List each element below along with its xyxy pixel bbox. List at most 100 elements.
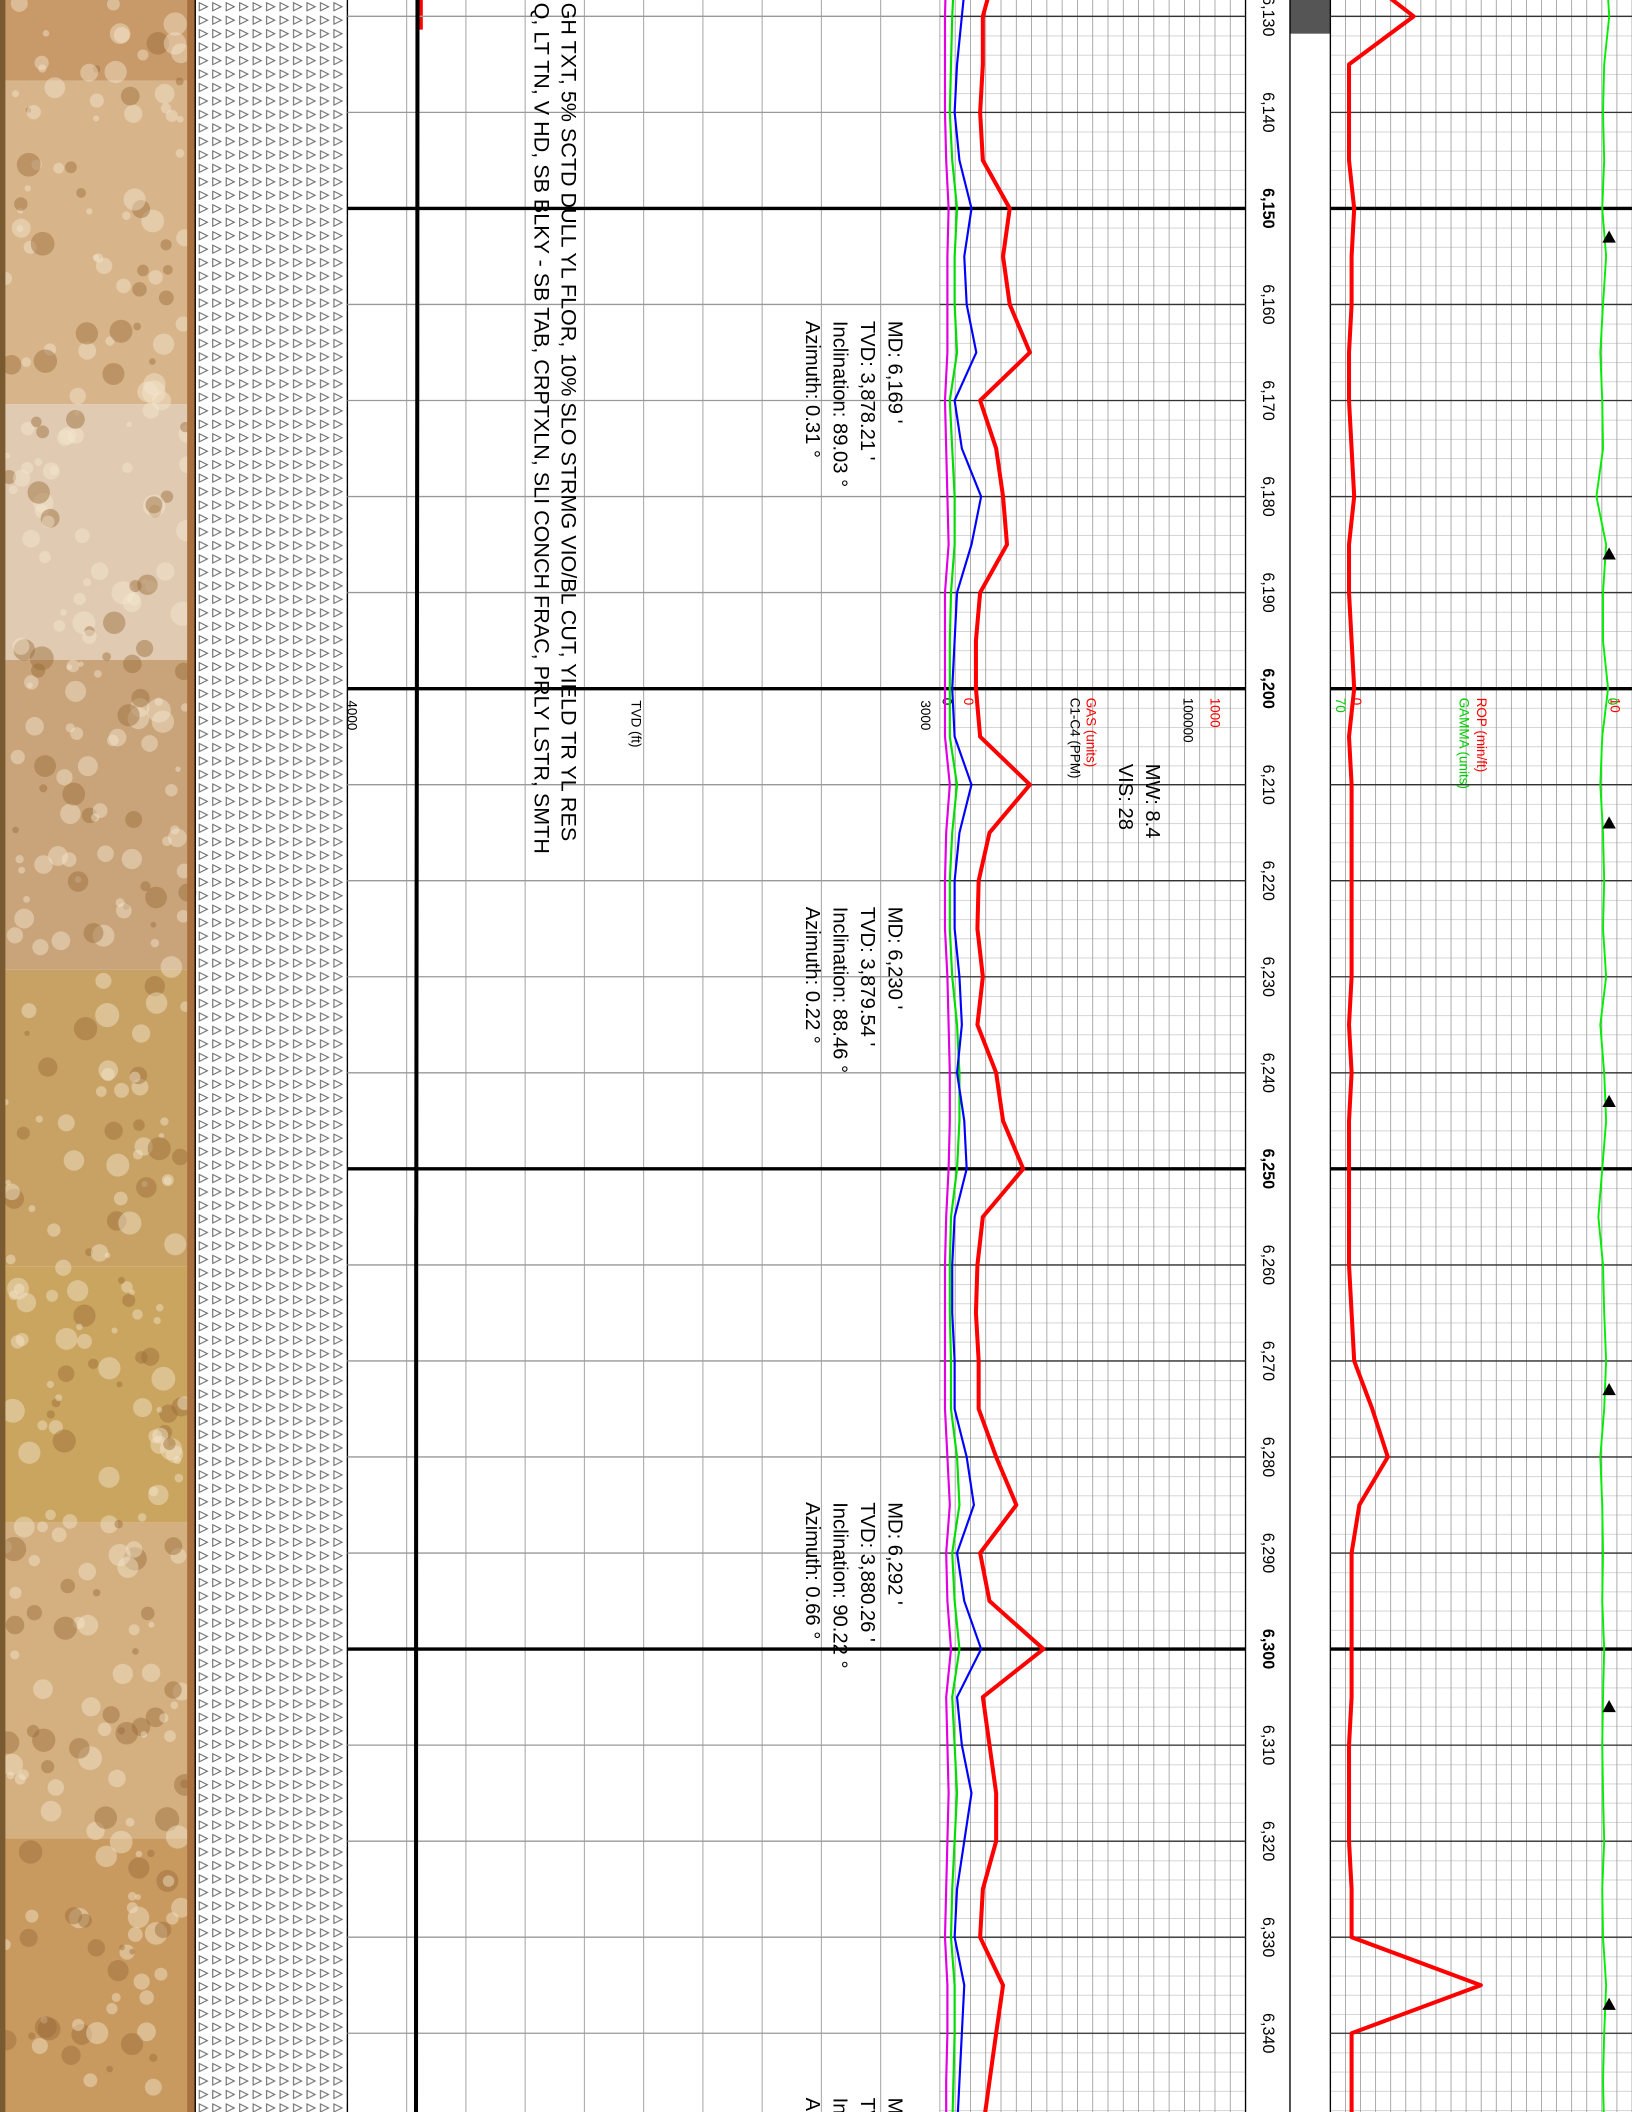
core-grain [129, 1289, 135, 1296]
core-grain [66, 664, 73, 671]
core-grain [97, 1722, 112, 1737]
core-grain [44, 77, 66, 99]
x-tick-label: 70 [1333, 698, 1348, 713]
core-grain [6, 1771, 15, 1780]
core-grain [126, 592, 141, 606]
core-grain [123, 654, 142, 674]
core-grain [57, 1365, 75, 1382]
x-tick-label: 1000 [1208, 698, 1223, 728]
depth-label: 6,230 [1259, 957, 1277, 997]
core-grain [94, 669, 102, 678]
depth-label: 6,340 [1259, 2013, 1277, 2053]
core-grain [165, 783, 178, 797]
core-grain [97, 845, 114, 862]
core-grain [2, 470, 17, 485]
core-grain [56, 769, 73, 786]
core-grain [89, 93, 104, 108]
core-grain [137, 264, 149, 277]
core-grain [92, 65, 101, 73]
core-grain [56, 429, 74, 446]
core-grain [62, 1514, 78, 1529]
core-grain [108, 1543, 131, 1567]
core-grain [126, 421, 132, 428]
core-grain [148, 1621, 155, 1628]
core-grain [111, 1992, 121, 2002]
core-grain [129, 1071, 141, 1083]
core-edge [0, 0, 6, 2112]
core-grain [74, 410, 80, 416]
x-tick-label: 100000 [1181, 698, 1196, 743]
gas-curve [951, 0, 983, 2112]
core-grain [23, 240, 37, 254]
core-grain [145, 992, 168, 1014]
depth-label: 6,330 [1259, 1917, 1277, 1957]
core-grain [24, 185, 32, 192]
core-grain [74, 876, 82, 883]
core-grain [164, 1681, 182, 1699]
survey-text: Inclination: 89.03 ° [829, 321, 851, 487]
core-grain [146, 698, 171, 723]
core-grain [115, 902, 132, 919]
core-grain [25, 1909, 39, 1923]
core-grain [3, 1188, 25, 1209]
core-grain [158, 290, 174, 306]
core-grain [47, 1223, 61, 1237]
survey-text: Inclination: 90.22 ° [829, 1502, 851, 1668]
core-grain [132, 1149, 143, 1160]
core-grain [160, 490, 174, 503]
core-grain [112, 1663, 133, 1685]
core-grain [57, 1114, 75, 1132]
core-grain [106, 1211, 127, 1231]
core-grain [135, 1351, 148, 1364]
core-grain [132, 282, 147, 297]
core-grain [48, 1420, 63, 1435]
core-grain [134, 1137, 153, 1156]
depth-label: 6,200 [1259, 668, 1277, 708]
core-grain [131, 1078, 149, 1096]
marker [1602, 1383, 1616, 1396]
core-grain [28, 1554, 40, 1567]
core-grain [64, 1907, 83, 1925]
core-grain [31, 663, 46, 678]
core-grain [147, 1137, 171, 1161]
core-grain [119, 1944, 135, 1960]
core-grain [132, 1309, 143, 1320]
core-grain [21, 461, 34, 475]
core-grain [63, 1150, 85, 1171]
core-grain [149, 2053, 158, 2062]
tvd-curve [413, 0, 420, 2112]
core-grain [43, 343, 57, 356]
core-grain [18, 1840, 43, 1864]
core-grain [18, 1441, 41, 1464]
core-grain [172, 1148, 189, 1166]
core-grain [41, 515, 55, 529]
core-grain [132, 200, 151, 219]
core-grain [142, 380, 166, 404]
core-grain [100, 1515, 119, 1534]
core-grain [119, 1944, 125, 1951]
gas-curve [973, 0, 1046, 2112]
tvd-axis-label: TVD (ft) [629, 700, 644, 747]
depth-label: 6,260 [1259, 1245, 1277, 1285]
core-grain [118, 1211, 142, 1235]
core-grain [121, 848, 143, 870]
core-grain [153, 1316, 161, 1325]
core-grain [152, 1427, 169, 1444]
core-grain [92, 803, 108, 818]
core-grain [31, 2037, 48, 2054]
core-grain [154, 697, 163, 706]
core-grain [141, 1180, 148, 1188]
tvd-tick-label: 3000 [918, 700, 933, 730]
core-photo [0, 80, 196, 405]
core-grain [140, 1606, 155, 1621]
core-grain [5, 1254, 16, 1265]
survey-text: Azimuth: 0.31 ° [801, 321, 823, 458]
survey-text: MD: 6,292 ' [884, 1502, 906, 1605]
core-grain [120, 2032, 144, 2056]
core-grain [55, 1259, 72, 1276]
core-grain [133, 322, 142, 331]
core-grain [34, 855, 53, 874]
core-grain [124, 104, 143, 123]
core-grain [106, 1153, 130, 1177]
core-grain [155, 1807, 180, 1832]
